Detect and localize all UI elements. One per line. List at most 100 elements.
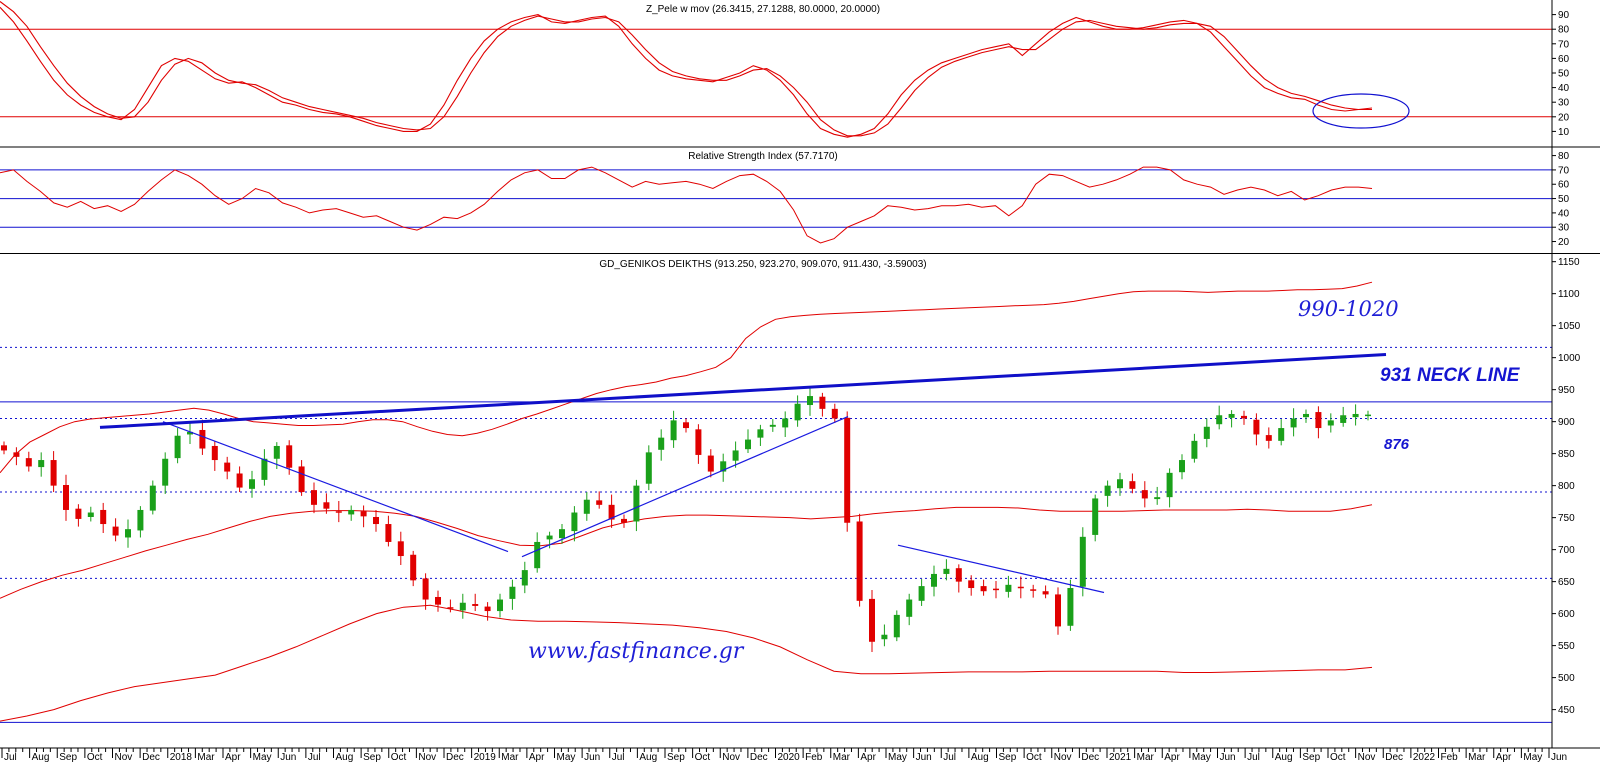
- y-tick-label: 550: [1558, 641, 1575, 652]
- time-tick-label: Nov: [1054, 752, 1072, 763]
- candle-body: [831, 408, 838, 419]
- oscillator-series-line: [0, 1, 1372, 137]
- candle-body: [583, 499, 590, 514]
- candle-body: [670, 420, 677, 441]
- time-tick-label: Mar: [833, 752, 851, 763]
- time-tick-label: Sep: [667, 752, 685, 763]
- time-tick-label: Nov: [418, 752, 436, 763]
- time-tick-label: Aug: [336, 752, 354, 763]
- candle-body: [732, 450, 739, 461]
- price-title: GD_GENIKOS DEIKTHS (913.250, 923.270, 90…: [599, 259, 926, 270]
- candle-body: [50, 460, 57, 486]
- y-tick-label: 20: [1558, 237, 1570, 248]
- candle-body: [509, 586, 516, 599]
- y-tick-label: 20: [1558, 112, 1570, 123]
- time-tick-label: Sep: [363, 752, 381, 763]
- candle-body: [1365, 414, 1371, 417]
- candle-body: [608, 504, 615, 520]
- candle-body: [658, 437, 665, 450]
- candle-body: [112, 526, 119, 536]
- candle-body: [187, 431, 193, 435]
- y-tick-label: 800: [1558, 481, 1575, 492]
- candle-body: [100, 509, 107, 525]
- candle-body: [1278, 428, 1285, 441]
- candle-body: [1154, 497, 1161, 500]
- y-tick-label: 450: [1558, 705, 1575, 716]
- time-tick-label: 2019: [474, 752, 497, 763]
- time-tick-label: May: [253, 752, 272, 763]
- time-tick-label: Apr: [529, 752, 545, 763]
- candle-body: [38, 460, 45, 468]
- time-tick-label: Nov: [722, 752, 740, 763]
- falling-trendline: [897, 544, 1105, 594]
- candle-body: [881, 634, 888, 640]
- rsi-panel: 20 30 40 50 60 70 80: [0, 151, 1570, 248]
- zpele-title: Z_Pele w mov (26.3415, 27.1288, 80.0000,…: [646, 4, 880, 15]
- candle-body: [1104, 485, 1111, 496]
- y-tick-label: 700: [1558, 545, 1575, 556]
- candle-body: [249, 479, 255, 489]
- time-tick-label: Feb: [805, 752, 823, 763]
- candle-body: [1067, 588, 1074, 626]
- candle-body: [1030, 589, 1037, 591]
- time-tick-label: Feb: [1441, 752, 1459, 763]
- candle-body: [1203, 426, 1210, 439]
- y-tick-label: 70: [1558, 165, 1570, 176]
- time-axis: Jul Aug Sep Oct Nov Dec 2018 Mar Apr May Jun Jul Aug…: [1, 748, 1567, 763]
- candle-body: [1, 445, 7, 451]
- candle-body: [137, 509, 144, 531]
- time-tick-label: Dec: [446, 752, 464, 763]
- time-tick-label: Mar: [1468, 752, 1486, 763]
- time-tick-label: Dec: [142, 752, 160, 763]
- candle-body: [410, 554, 417, 581]
- candle-body: [435, 596, 441, 605]
- y-tick-label: 70: [1558, 39, 1570, 50]
- time-tick-label: Apr: [225, 752, 241, 763]
- y-tick-label: 30: [1558, 223, 1570, 234]
- candle-body: [993, 588, 999, 591]
- bollinger-upper-band: [0, 281, 1373, 474]
- highlight-ellipse: [1312, 93, 1410, 129]
- candle-body: [447, 607, 454, 609]
- candle-body: [1129, 481, 1136, 489]
- y-tick-label: 1150: [1558, 257, 1580, 268]
- candle-body: [1303, 413, 1309, 418]
- rsi-title: Relative Strength Index (57.7170): [688, 151, 838, 162]
- candle-body: [25, 458, 32, 467]
- candle-body: [13, 452, 20, 457]
- candle-body: [521, 570, 528, 586]
- candle-body: [1017, 586, 1024, 589]
- candle-body: [199, 429, 206, 449]
- time-tick-label: Mar: [197, 752, 215, 763]
- time-tick-label: Jul: [308, 752, 321, 763]
- candle-body: [1340, 415, 1347, 423]
- candle-body: [385, 524, 392, 542]
- candle-body: [1315, 412, 1322, 429]
- time-tick-label: Jun: [916, 752, 932, 763]
- time-tick-label: Apr: [1164, 752, 1180, 763]
- time-tick-label: Jul: [612, 752, 625, 763]
- y-tick-label: 80: [1558, 25, 1570, 36]
- candle-body: [1228, 413, 1235, 418]
- time-tick-label: Aug: [639, 752, 657, 763]
- candle-body: [683, 422, 689, 429]
- candle-body: [893, 614, 900, 638]
- candle-body: [224, 462, 231, 472]
- y-tick-label: 1050: [1558, 321, 1581, 332]
- rising-trendline: [521, 415, 849, 558]
- candle-body: [1141, 490, 1148, 499]
- candle-body: [1079, 536, 1086, 587]
- time-tick-label: Oct: [1026, 752, 1042, 763]
- candle-body: [63, 485, 69, 510]
- candle-body: [286, 445, 293, 468]
- y-tick-label: 80: [1558, 151, 1570, 162]
- oscillator-series-line: [0, 6, 1373, 138]
- candle-body: [794, 403, 801, 421]
- candle-body: [856, 521, 863, 601]
- time-tick-label: Dec: [750, 752, 768, 763]
- y-tick-label: 1000: [1558, 353, 1581, 364]
- candle-body: [397, 541, 404, 557]
- time-tick-label: Dec: [1081, 752, 1099, 763]
- candle-body: [695, 429, 702, 455]
